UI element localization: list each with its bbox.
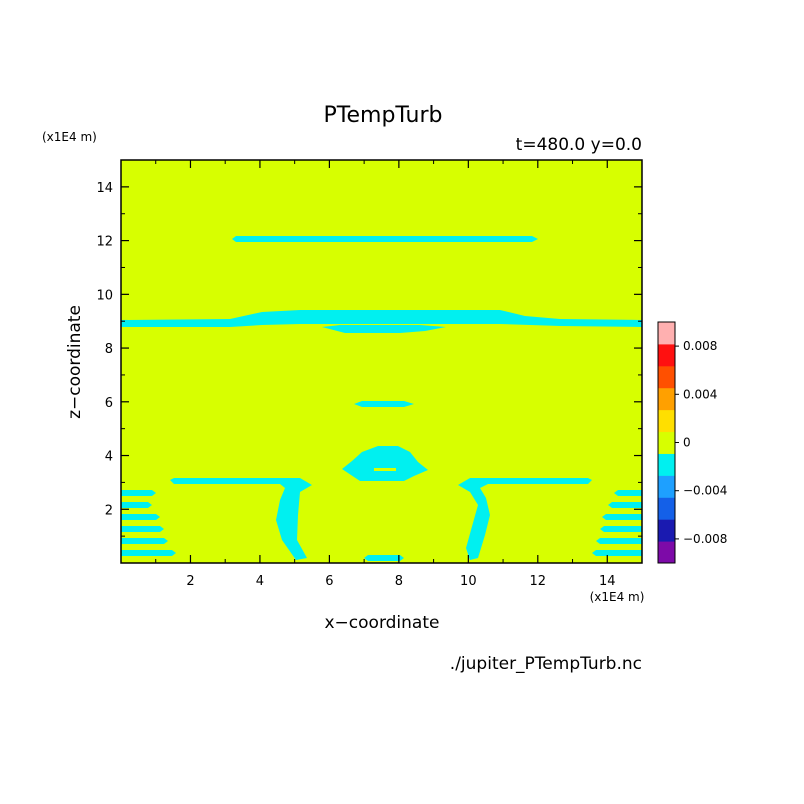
colorbar: 0.008 0.004 0 −0.004 −0.008 (657, 321, 727, 564)
colorbar-swatch (658, 453, 675, 476)
x-tick-label: 14 (599, 574, 616, 589)
colorbar-swatch (658, 409, 675, 433)
contour-blob-bottom (364, 555, 404, 561)
x-axis-label: x−coordinate (325, 613, 440, 633)
contour-regions (121, 236, 642, 561)
field-background (121, 160, 642, 563)
chart-subtitle: t=480.0 y=0.0 (516, 135, 642, 155)
colorbar-swatch (658, 365, 675, 389)
colorbar-swatch (658, 541, 675, 564)
plot-area: 2 4 6 8 10 12 14 2 4 6 8 10 12 14 (96, 159, 643, 589)
x-tick-label: 4 (256, 574, 264, 589)
colorbar-swatch (658, 431, 675, 454)
y-tick-label: 2 (105, 503, 113, 518)
colorbar-swatch (658, 519, 675, 542)
colorbar-tick-label: −0.008 (683, 532, 727, 546)
contour-blob-z8-5 (322, 325, 446, 333)
colorbar-tick-label: 0.004 (683, 387, 717, 401)
chart-title: PTempTurb (324, 103, 443, 128)
colorbar-swatch (658, 343, 675, 367)
colorbar-tick-label: 0.008 (683, 339, 717, 353)
y-unit-label: (x1E4 m) (42, 130, 97, 144)
axis-ticks: 2 4 6 8 10 12 14 2 4 6 8 10 12 14 (96, 160, 642, 589)
colorbar-swatch (658, 322, 675, 345)
colorbar-tick-label: −0.004 (683, 484, 727, 498)
colorbar-tick-label: 0 (683, 436, 691, 450)
contour-band-left-z3 (170, 478, 312, 560)
contour-blob-z4 (342, 446, 428, 481)
x-unit-label: (x1E4 m) (590, 590, 645, 604)
contour-blob-z6 (354, 401, 414, 407)
y-tick-label: 14 (96, 181, 113, 196)
y-axis-label: z−coordinate (65, 305, 85, 419)
plot-frame (120, 159, 643, 564)
contour-band-z9 (121, 310, 642, 327)
x-tick-label: 10 (460, 574, 477, 589)
y-tick-label: 8 (105, 342, 113, 357)
contour-band-z12 (232, 236, 538, 242)
x-tick-label: 2 (186, 574, 194, 589)
y-tick-label: 4 (105, 450, 113, 465)
y-tick-label: 6 (105, 396, 113, 411)
source-file-label: ./jupiter_PTempTurb.nc (450, 654, 642, 674)
y-tick-label: 12 (96, 235, 113, 250)
colorbar-swatch (658, 387, 675, 411)
x-tick-label: 6 (325, 574, 333, 589)
x-tick-label: 12 (530, 574, 547, 589)
colorbar-swatch (658, 497, 675, 520)
contour-streaks-right (592, 490, 642, 556)
contour-band-right-z3 (458, 478, 592, 560)
x-tick-label: 8 (395, 574, 403, 589)
y-tick-label: 10 (96, 288, 113, 303)
contour-streaks-left (121, 490, 176, 556)
colorbar-swatch (658, 475, 675, 498)
